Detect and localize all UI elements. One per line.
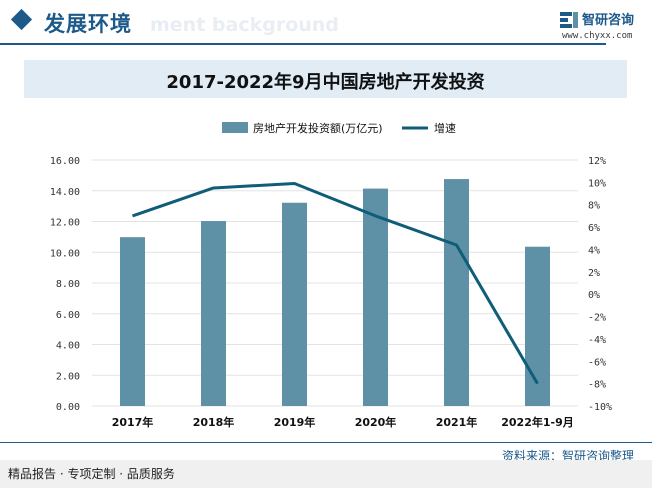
y-left-tick-label: 2.00 <box>56 371 80 382</box>
y-left-tick-label: 12.00 <box>50 218 80 229</box>
bar-0 <box>120 237 145 406</box>
legend: 房地产开发投资额(万亿元) 增速 <box>222 121 456 135</box>
y-right-tick-label: -6% <box>588 357 606 368</box>
y-left-tick-label: 4.00 <box>56 341 80 352</box>
y-right-tick-label: -8% <box>588 380 606 391</box>
header-divider <box>0 43 606 45</box>
category-label-1: 2018年 <box>193 415 235 429</box>
y-right-tick-label: 10% <box>588 178 606 189</box>
y-left-tick-label: 16.00 <box>50 156 80 167</box>
bar-4 <box>444 179 469 406</box>
bar-3 <box>363 188 388 406</box>
y-left-tick-label: 0.00 <box>56 402 80 413</box>
y-right-tick-label: -4% <box>588 335 606 346</box>
line-series <box>132 181 539 385</box>
y-left-tick-label: 14.00 <box>50 187 80 198</box>
chart-title: 2017-2022年9月中国房地产开发投资 <box>166 72 485 93</box>
brand-name: 智研咨询 <box>582 13 635 28</box>
y-right-tick-label: -2% <box>588 313 606 324</box>
growth-line <box>132 181 539 385</box>
y-right-tick-label: 2% <box>588 268 600 279</box>
bar-2 <box>282 202 307 406</box>
header: 发展环境 ment background 智研咨询 www.chyxx.com <box>0 0 652 46</box>
x-axis-categories: 2017年 2018年 2019年 2020年 2021年 2022年1-9月 <box>112 415 574 429</box>
category-label-2: 2019年 <box>274 415 316 429</box>
y-right-tick-label: 6% <box>588 223 600 234</box>
y-right-tick-label: 4% <box>588 245 600 256</box>
chart-title-band: 2017-2022年9月中国房地产开发投资 <box>24 60 627 98</box>
y-axis-left-ticks: 0.00 2.00 4.00 6.00 8.00 10.00 12.00 14.00 16.00 <box>50 156 80 413</box>
header-watermark: ment background <box>150 14 339 36</box>
legend-bar-label: 房地产开发投资额(万亿元) <box>253 121 383 135</box>
y-left-tick-label: 8.00 <box>56 279 80 290</box>
brand-logo-icon <box>560 12 578 28</box>
grid-lines <box>92 159 578 407</box>
footer-divider <box>0 442 652 443</box>
y-right-tick-label: -10% <box>588 402 612 413</box>
section-title: 发展环境 <box>44 12 132 36</box>
category-label-0: 2017年 <box>112 415 154 429</box>
y-left-tick-label: 6.00 <box>56 310 80 321</box>
y-right-tick-label: 12% <box>588 156 606 167</box>
y-left-tick-label: 10.00 <box>50 248 80 259</box>
footer-slogan: 精品报告 · 专项定制 · 品质服务 <box>8 467 175 481</box>
legend-bar-swatch <box>222 122 248 133</box>
y-right-tick-label: 0% <box>588 290 600 301</box>
category-label-4: 2021年 <box>436 415 478 429</box>
category-label-5: 2022年1-9月 <box>501 415 574 429</box>
y-axis-right-ticks: -10% -8% -6% -4% -2% 0% 2% 4% 6% 8% 10% 12% <box>588 156 612 413</box>
y-right-tick-label: 8% <box>588 201 600 212</box>
category-label-3: 2020年 <box>355 415 397 429</box>
footer-bar: 精品报告 · 专项定制 · 品质服务 <box>0 460 652 488</box>
bar-1 <box>201 221 226 406</box>
legend-line-label: 增速 <box>434 121 456 135</box>
source-note: 资料来源：智研咨询整理 <box>501 449 634 463</box>
bar-5 <box>525 246 550 406</box>
bar-series <box>120 179 550 406</box>
brand-url: www.chyxx.com <box>562 31 633 41</box>
